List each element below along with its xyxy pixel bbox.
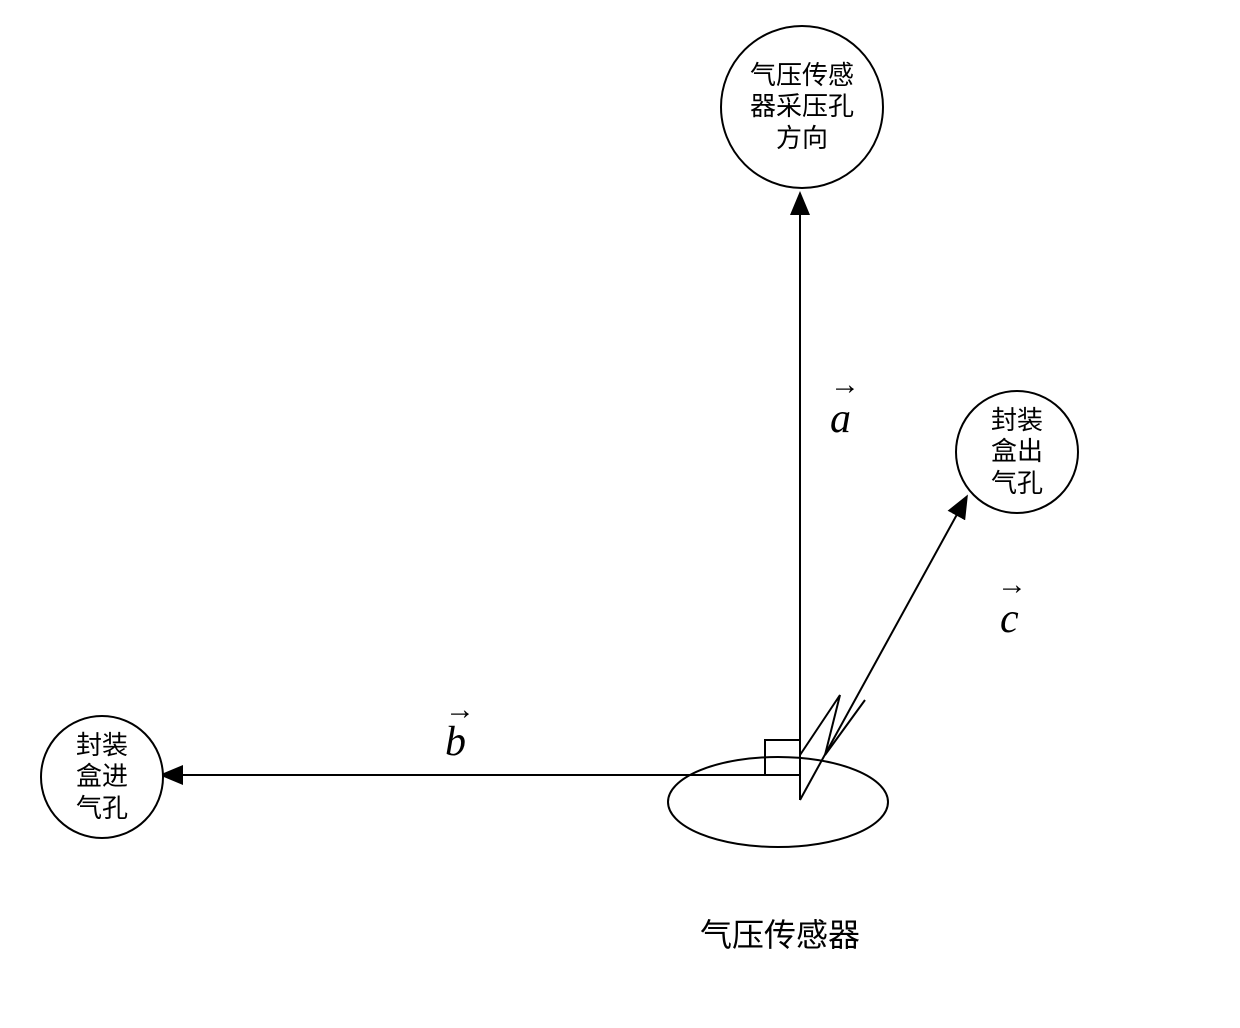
node-inlet-line3: 气孔: [76, 794, 128, 823]
node-inlet-line2: 盒进: [76, 762, 128, 791]
node-outlet-line1: 封装: [991, 406, 1043, 435]
node-sensor-direction: 气压传感 器采压孔 方向: [720, 25, 884, 189]
node-inlet: 封装 盒进 气孔: [40, 715, 164, 839]
vector-a-label: a: [830, 395, 851, 443]
node-outlet-line3: 气孔: [991, 469, 1043, 498]
node-inlet-line1: 封装: [76, 731, 128, 760]
vector-b-label: b: [445, 718, 466, 766]
node-outlet: 封装 盒出 气孔: [955, 390, 1079, 514]
zigzag-marker: [800, 695, 865, 755]
vector-c-label: c: [1000, 595, 1019, 643]
diagram-canvas: [0, 0, 1240, 1028]
node-sensor-direction-line1: 气压传感: [750, 61, 854, 90]
node-sensor-direction-line3: 方向: [776, 124, 828, 153]
diagram-caption: 气压传感器: [700, 910, 860, 956]
node-outlet-line2: 盒出: [991, 437, 1043, 466]
node-sensor-direction-line2: 器采压孔: [750, 92, 854, 121]
sensor-ellipse: [668, 757, 888, 847]
